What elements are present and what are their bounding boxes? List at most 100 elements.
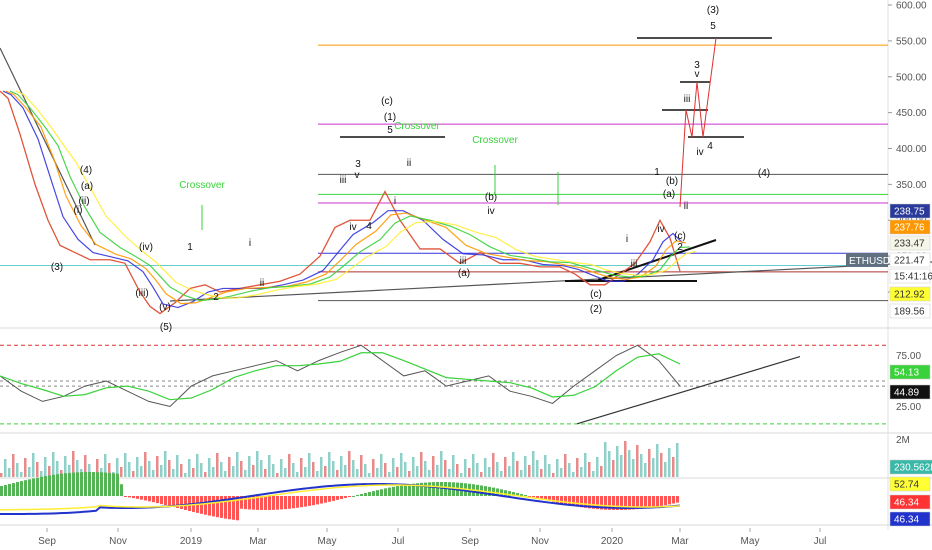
volume-bar-22 [88, 464, 91, 477]
volume-bar-56 [224, 471, 227, 477]
volume-bar-103 [412, 457, 415, 477]
macd-bar-22 [88, 472, 91, 496]
moving-average-1 [5, 90, 687, 305]
price-badge-4-bg [889, 268, 931, 284]
x-tick-label-8: 2020 [601, 536, 624, 547]
macd-bar-29 [116, 473, 119, 496]
volume-bar-86 [344, 465, 347, 477]
volume-bar-47 [188, 459, 191, 477]
macd-bar-42 [168, 496, 171, 507]
macd-bar-13 [52, 474, 55, 496]
macd-bar-133 [532, 496, 535, 498]
macd-bar-169 [676, 496, 679, 503]
volume-bar-80 [320, 457, 323, 477]
wave-label-4: (3) [51, 262, 63, 273]
macd-bar-148 [592, 496, 595, 509]
macd-bar-15 [60, 473, 63, 496]
volume-bar-39 [156, 456, 159, 477]
macd-bar-159 [636, 496, 639, 510]
y-tick-label-4: 400.00 [896, 144, 927, 155]
macd-bar-82 [328, 496, 331, 502]
price-badge-0-bg [889, 203, 931, 219]
macd-bar-137 [548, 496, 551, 501]
macd-bar-45 [180, 496, 183, 510]
axes: 600.00550.00500.00450.00400.00350.00300.… [38, 1, 927, 548]
volume-bar-18 [72, 451, 75, 477]
macd-bar-0 [0, 486, 3, 496]
volume-bar-77 [308, 453, 311, 477]
x-tick-label-10: May [741, 536, 760, 547]
macd-bar-23 [92, 472, 95, 496]
macd-bar-138 [552, 496, 555, 502]
macd-bar-140 [560, 496, 563, 504]
macd-bar-161 [644, 496, 647, 509]
volume-bar-135 [540, 469, 543, 477]
volume-bar-27 [108, 463, 111, 477]
y-tick-label-2: 500.00 [896, 72, 927, 83]
volume-bar-105 [420, 452, 423, 477]
crossover-label-2: Crossover [472, 135, 518, 146]
price-badge-6: 189.56 [889, 303, 931, 319]
volume-bar-89 [356, 469, 359, 477]
volume-bar-78 [312, 462, 315, 477]
volume-bar-55 [220, 462, 223, 477]
wave-label-13: iii [340, 175, 347, 186]
macd-bar-79 [316, 496, 319, 505]
volume-bar-108 [432, 456, 435, 477]
macd-bar-10 [40, 476, 43, 496]
macd-bar-156 [624, 496, 627, 510]
volume-bar-140 [560, 468, 563, 477]
moving-average-0 [2, 90, 684, 309]
wave-label-37: 2 [677, 242, 683, 253]
wave-label-29: i [626, 234, 628, 245]
macd-bar-146 [584, 496, 587, 508]
volume-bar-118 [472, 454, 475, 477]
wave-label-8: (5) [160, 322, 172, 333]
wave-label-36: (c) [674, 231, 686, 242]
volume-bar-94 [376, 468, 379, 477]
volume-bar-72 [288, 454, 291, 477]
macd-bar-64 [256, 496, 259, 510]
downtrend-line [0, 47, 96, 246]
wave-label-26: (a) [458, 268, 470, 279]
volume-bar-126 [504, 457, 507, 477]
volume-bar-21 [84, 455, 87, 477]
volume-bar-12 [48, 466, 51, 477]
volume-bar-67 [268, 455, 271, 477]
volume-bar-76 [304, 467, 307, 477]
volume-bar-71 [284, 468, 287, 477]
volume-bar-50 [200, 463, 203, 477]
price-badge-0: 238.75 [889, 203, 931, 219]
macd-bar-150 [600, 496, 603, 510]
macd-bar-14 [56, 474, 59, 496]
volume-bar-112 [448, 469, 451, 477]
macd-bar-69 [276, 496, 279, 510]
macd-bar-151 [604, 496, 607, 510]
rsi-line [0, 344, 681, 408]
volume-bar-142 [568, 463, 571, 477]
volume-bar-92 [368, 473, 371, 477]
macd-bar-166 [664, 496, 667, 506]
wave-label-5: (iv) [139, 242, 153, 253]
macd-bar-32 [128, 496, 131, 498]
price-series [0, 90, 697, 315]
volume-bar-32 [128, 462, 131, 477]
macd-bar-104 [416, 483, 419, 496]
volume-bar-149 [596, 457, 599, 477]
macd-bar-136 [544, 496, 547, 500]
volume-bar-0 [0, 473, 3, 477]
volume-bar-9 [36, 462, 39, 477]
volume-bar-97 [388, 472, 391, 477]
macd-pane [0, 472, 681, 521]
volume-bar-15 [60, 470, 63, 477]
macd-bar-128 [512, 492, 515, 496]
macd-badge-1-bg [889, 494, 931, 510]
volume-badge-bg [889, 459, 932, 475]
wave-label-15: 3 [355, 159, 361, 170]
macd-bar-34 [136, 496, 139, 499]
macd-bar-154 [616, 496, 619, 510]
macd-bar-144 [576, 496, 579, 507]
wave-label-44: 5 [710, 21, 716, 32]
price-badges[interactable]: 238.75 237.76 233.47 221.47 15:41:16 212.92 18… [846, 203, 932, 527]
volume-bar-64 [256, 451, 259, 477]
